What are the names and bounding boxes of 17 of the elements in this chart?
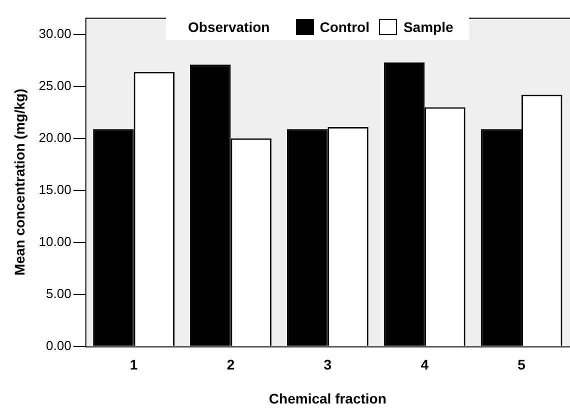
legend-label: Control [320, 19, 370, 35]
y-tick-label: 10.00 [38, 234, 72, 249]
legend-title: Observation [188, 19, 270, 35]
x-tick-label: 4 [420, 356, 429, 373]
legend-label: Sample [403, 19, 454, 35]
x-axis-title: Chemical fraction [268, 390, 386, 406]
y-axis-title: Mean concentration (mg/kg) [11, 88, 28, 276]
y-tick-label: 30.00 [38, 26, 72, 42]
y-tick-label: 5.00 [46, 286, 72, 301]
x-tick-label: 5 [518, 356, 526, 373]
x-tick-label: 2 [226, 356, 235, 373]
y-tick-label: 0.00 [46, 338, 72, 353]
y-tick-label: 20.00 [38, 130, 72, 146]
x-tick-label: 1 [130, 356, 138, 373]
y-tick-label: 15.00 [38, 182, 72, 197]
x-tick-label: 3 [324, 356, 332, 373]
y-tick-label: 25.00 [38, 78, 72, 94]
